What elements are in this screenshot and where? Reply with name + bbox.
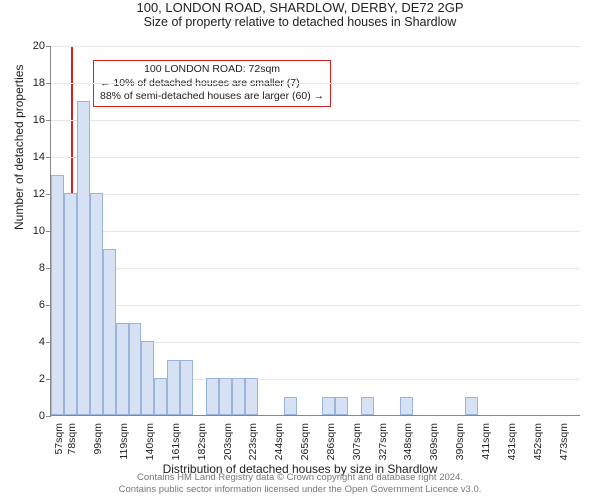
y-tick-label: 2 xyxy=(39,373,45,385)
y-tick-label: 8 xyxy=(39,262,45,274)
y-tick-label: 18 xyxy=(33,77,45,89)
gridline xyxy=(51,268,580,269)
gridline xyxy=(51,231,580,232)
attribution-line-2: Contains public sector information licen… xyxy=(0,484,600,496)
gridline xyxy=(51,46,580,47)
histogram-bar xyxy=(129,323,142,416)
y-tick xyxy=(46,157,51,158)
gridline xyxy=(51,120,580,121)
y-tick xyxy=(46,46,51,47)
gridline xyxy=(51,194,580,195)
histogram-bar xyxy=(51,175,64,416)
y-tick-label: 6 xyxy=(39,299,45,311)
callout-line-1: 100 LONDON ROAD: 72sqm xyxy=(100,63,324,77)
y-tick xyxy=(46,120,51,121)
gridline xyxy=(51,305,580,306)
histogram-bar xyxy=(361,397,374,416)
plot-area: 100 LONDON ROAD: 72sqm ← 10% of detached… xyxy=(50,46,580,416)
histogram-bar xyxy=(335,397,348,416)
histogram-bar xyxy=(90,193,103,415)
histogram-bar xyxy=(400,397,413,416)
histogram-bar xyxy=(64,193,77,415)
histogram-bar xyxy=(116,323,129,416)
attribution-line-1: Contains HM Land Registry data © Crown c… xyxy=(0,472,600,484)
y-tick-label: 14 xyxy=(33,151,45,163)
gridline xyxy=(51,83,580,84)
attribution: Contains HM Land Registry data © Crown c… xyxy=(0,472,600,496)
histogram-bar xyxy=(180,360,193,416)
histogram-bar xyxy=(154,378,167,415)
histogram-bar xyxy=(284,397,297,416)
histogram-bar xyxy=(245,378,258,415)
y-tick-label: 10 xyxy=(33,225,45,237)
y-tick-label: 16 xyxy=(33,114,45,126)
chart-subtitle: Size of property relative to detached ho… xyxy=(0,15,600,29)
y-tick xyxy=(46,416,51,417)
y-tick-label: 4 xyxy=(39,336,45,348)
chart-title: 100, LONDON ROAD, SHARDLOW, DERBY, DE72 … xyxy=(0,0,600,15)
histogram-bar xyxy=(322,397,335,416)
histogram-bar xyxy=(167,360,180,416)
histogram-bar xyxy=(206,378,219,415)
callout-line-3: 88% of semi-detached houses are larger (… xyxy=(100,90,324,104)
chart-area: 100 LONDON ROAD: 72sqm ← 10% of detached… xyxy=(50,46,580,416)
y-tick xyxy=(46,83,51,84)
y-tick-label: 12 xyxy=(33,188,45,200)
histogram-bar xyxy=(219,378,232,415)
y-tick-label: 0 xyxy=(39,410,45,422)
gridline xyxy=(51,157,580,158)
histogram-bar xyxy=(232,378,245,415)
histogram-bar xyxy=(465,397,478,416)
histogram-bar xyxy=(77,101,90,416)
y-tick-label: 20 xyxy=(33,40,45,52)
y-axis-label: Number of detached properties xyxy=(12,65,26,230)
histogram-bar xyxy=(141,341,154,415)
histogram-bar xyxy=(103,249,116,416)
